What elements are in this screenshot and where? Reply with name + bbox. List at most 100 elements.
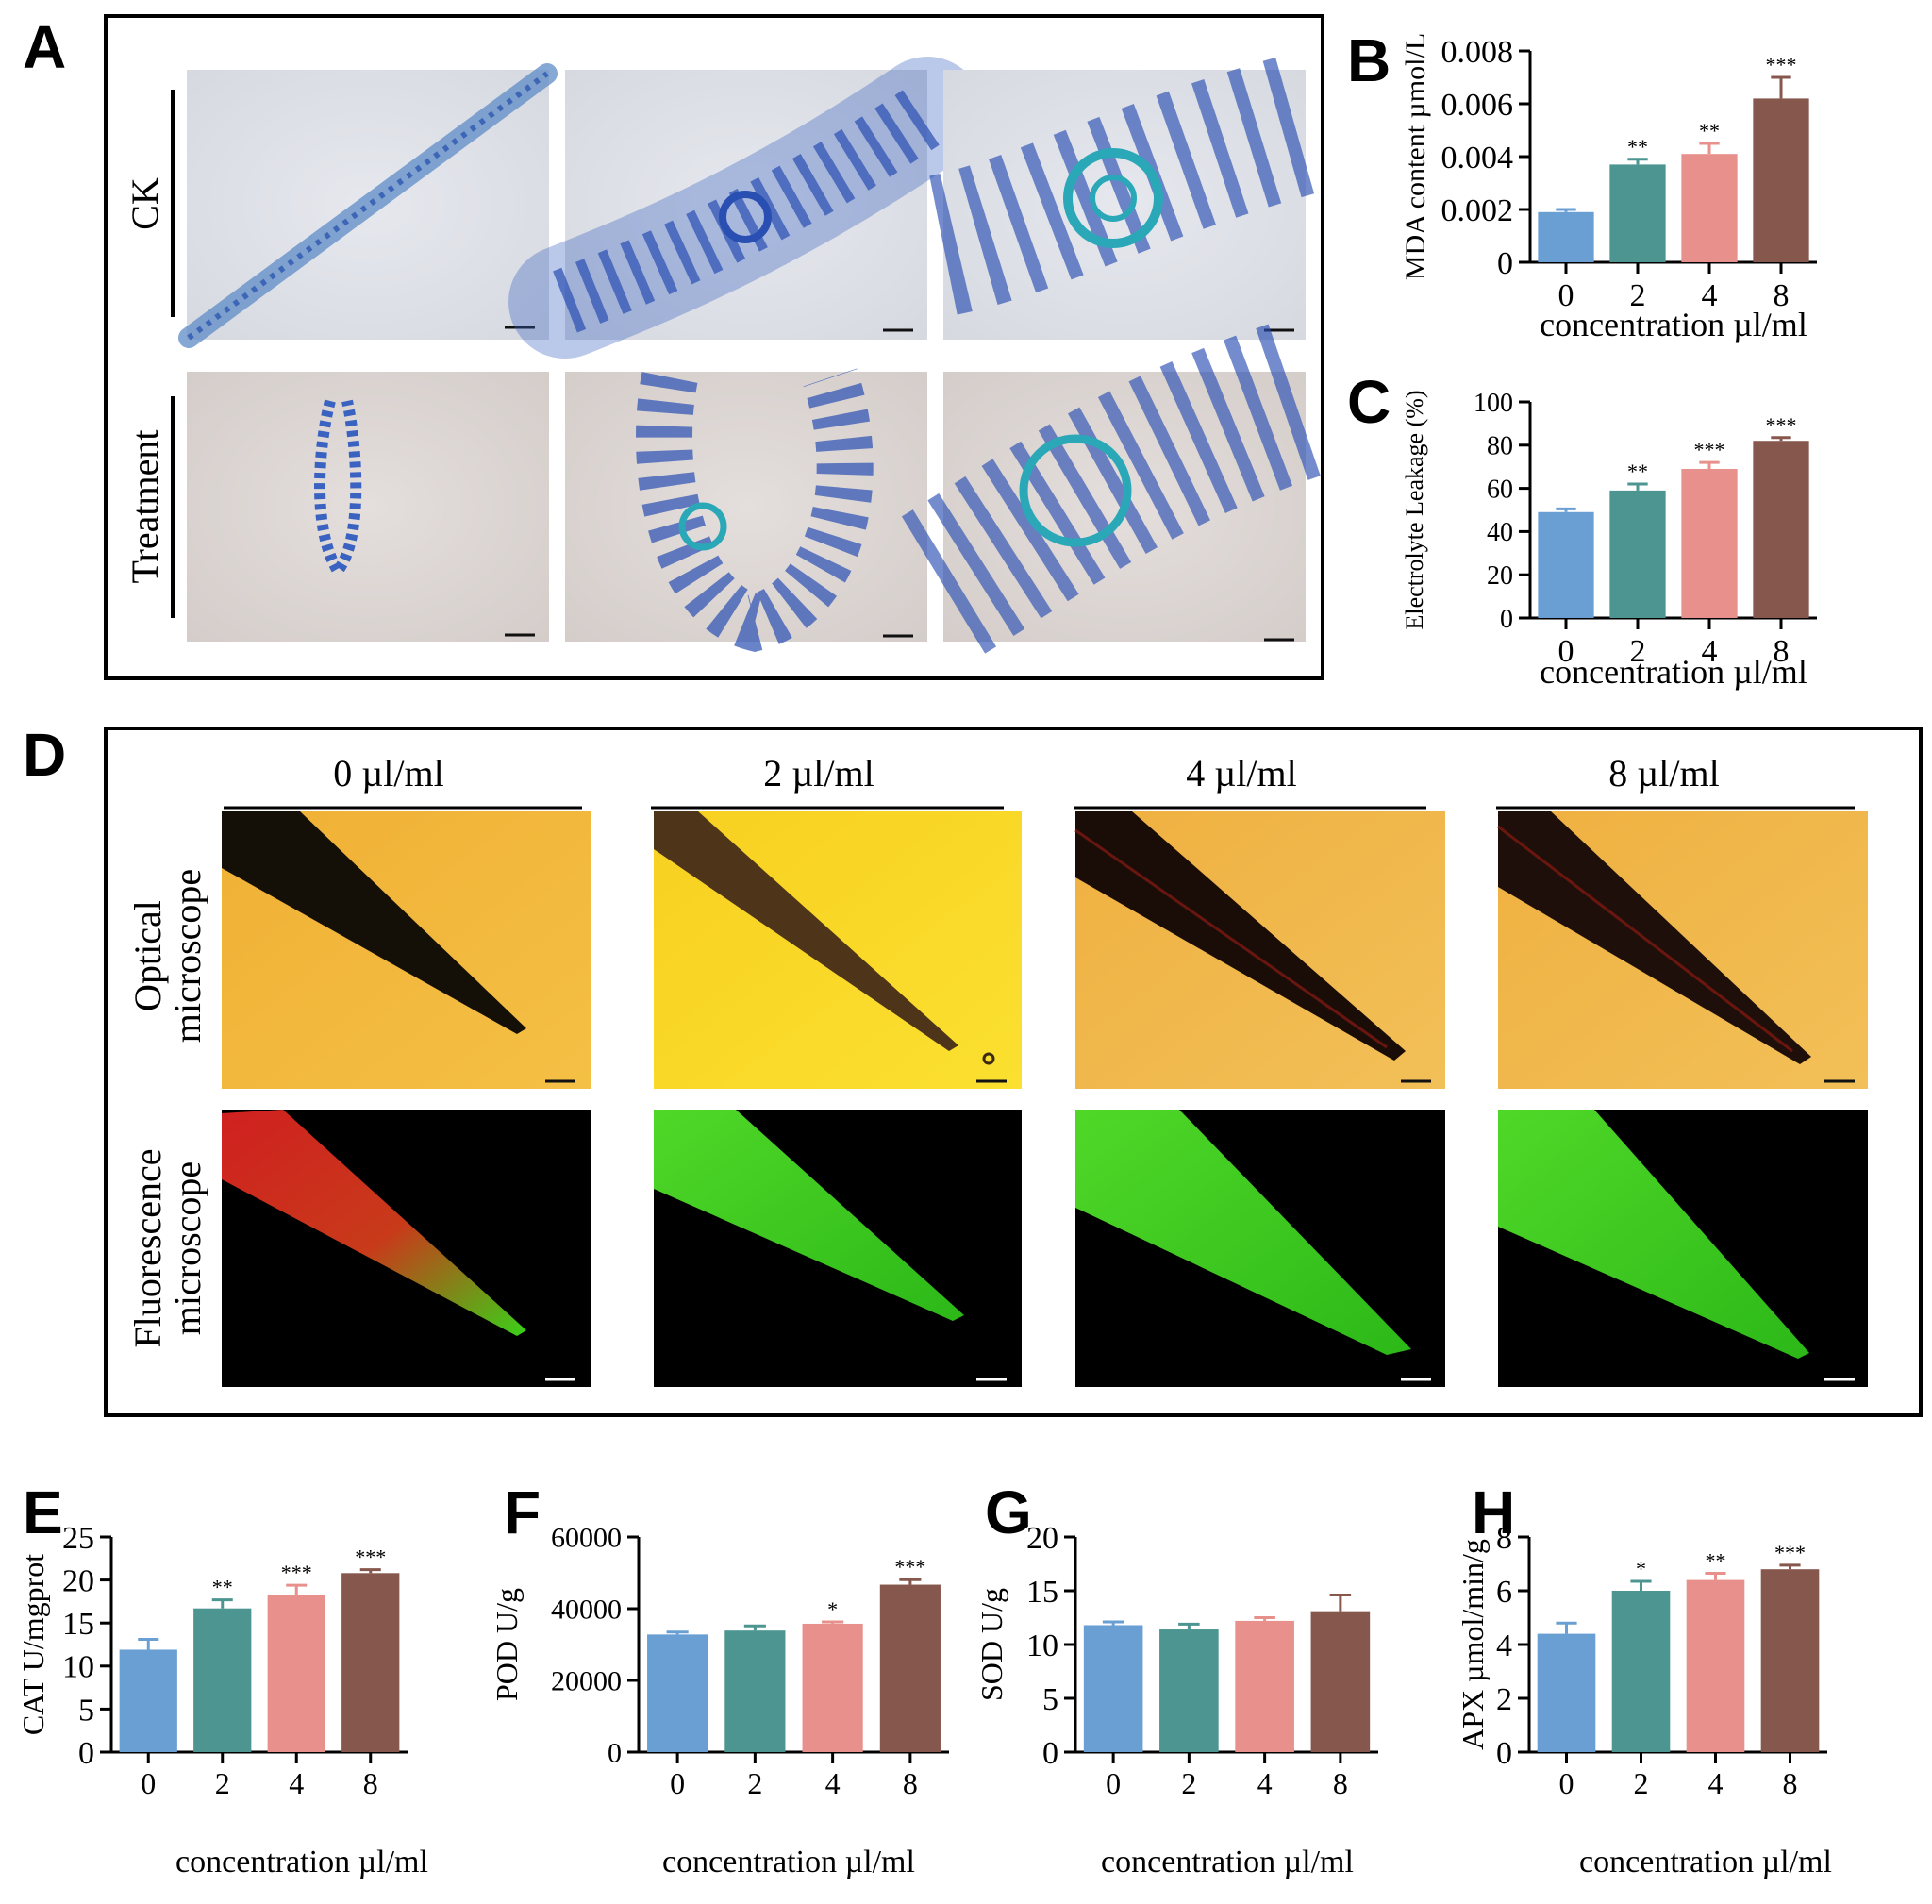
- micrograph-treatment-high: [902, 320, 1331, 654]
- bar-e-2: [193, 1608, 252, 1752]
- y-axis-label-f: POD U/g: [490, 1588, 524, 1701]
- x-tick-label-b: 2: [1630, 278, 1646, 313]
- row-label-optical-2: microscope: [166, 869, 208, 1043]
- significance-b-8: ***: [1766, 53, 1797, 76]
- y-tick-label-c: 60: [1487, 475, 1513, 504]
- significance-e-8: ***: [355, 1545, 386, 1569]
- bar-c-4: [1681, 468, 1738, 618]
- micrograph-ck-high: [928, 54, 1324, 340]
- x-tick-label-e: 4: [289, 1766, 304, 1800]
- x-tick-label-e: 8: [363, 1766, 378, 1800]
- y-tick-label-f: 60000: [551, 1523, 622, 1554]
- y-tick-label-g: 5: [1042, 1682, 1058, 1717]
- x-axis-label-c: concentration µl/ml: [1540, 653, 1807, 691]
- micrograph-treatment-mid: [565, 368, 927, 652]
- x-tick-label-h: 4: [1708, 1766, 1724, 1800]
- bar-b-8: [1753, 98, 1809, 263]
- y-axis-label-b: MDA content µmol/L: [1400, 33, 1431, 280]
- y-tick-label-e: 5: [78, 1693, 94, 1728]
- y-tick-label-f: 40000: [551, 1595, 622, 1626]
- y-tick-label-g: 0: [1042, 1736, 1058, 1771]
- fluorescence-image-4: [1075, 1110, 1445, 1387]
- y-tick-label-e: 0: [78, 1736, 94, 1771]
- y-tick-label-c: 0: [1500, 605, 1513, 634]
- y-tick-label-h: 6: [1496, 1575, 1512, 1610]
- col-label-4: 4 µl/ml: [1186, 752, 1297, 794]
- y-tick-label-e: 10: [62, 1650, 94, 1685]
- col-label-8: 8 µl/ml: [1608, 752, 1720, 794]
- y-tick-label-c: 80: [1487, 432, 1513, 461]
- col-label-0: 0 µl/ml: [333, 752, 444, 794]
- x-axis-label-e: concentration µl/ml: [175, 1845, 428, 1879]
- y-axis-label-c: Electrolyte Leakage (%): [1401, 390, 1428, 629]
- fluorescence-image-8: [1498, 1110, 1868, 1387]
- bar-c-2: [1609, 490, 1666, 618]
- micrograph-treatment-low: [187, 372, 549, 642]
- y-tick-label-c: 40: [1487, 518, 1513, 547]
- optical-image-4: [1074, 811, 1445, 1089]
- bar-g-4: [1235, 1620, 1294, 1752]
- x-tick-label-c: 4: [1702, 634, 1718, 669]
- y-axis-label-h: APX µmol/min/g: [1456, 1539, 1490, 1750]
- y-tick-label-b: 0.004: [1441, 141, 1514, 175]
- micrograph-ck-mid: [508, 57, 984, 359]
- x-tick-label-b: 4: [1702, 278, 1718, 313]
- x-tick-label-c: 0: [1558, 634, 1574, 669]
- x-tick-label-h: 0: [1559, 1766, 1574, 1800]
- y-tick-label-h: 4: [1496, 1628, 1512, 1663]
- significance-f-8: ***: [894, 1555, 925, 1578]
- bar-g-0: [1083, 1625, 1143, 1752]
- row-label-ck: CK: [124, 177, 166, 230]
- bar-f-4: [802, 1623, 863, 1752]
- y-tick-label-f: 20000: [551, 1666, 622, 1697]
- significance-h-2: *: [1636, 1557, 1646, 1580]
- panel-h-letter: H: [1472, 1478, 1515, 1546]
- significance-c-8: ***: [1766, 413, 1797, 437]
- fluorescence-image-2: [654, 1110, 1022, 1387]
- x-tick-label-h: 2: [1634, 1766, 1649, 1800]
- bar-f-2: [724, 1630, 786, 1752]
- bar-f-0: [647, 1634, 708, 1752]
- fluorescence-image-0: [222, 1110, 591, 1387]
- x-tick-label-b: 8: [1774, 278, 1790, 313]
- y-tick-label-h: 2: [1496, 1682, 1512, 1717]
- y-tick-label-g: 10: [1026, 1628, 1058, 1663]
- x-tick-label-f: 8: [903, 1766, 918, 1800]
- x-axis-label-h: concentration µl/ml: [1579, 1845, 1832, 1879]
- x-axis-label-b: concentration µl/ml: [1540, 306, 1807, 343]
- y-tick-label-b: 0: [1497, 246, 1513, 281]
- bar-h-4: [1686, 1579, 1745, 1752]
- bar-b-2: [1609, 164, 1666, 262]
- x-tick-label-f: 2: [747, 1766, 762, 1800]
- bar-e-4: [267, 1595, 325, 1752]
- significance-h-8: ***: [1774, 1541, 1806, 1564]
- x-tick-label-g: 0: [1106, 1766, 1121, 1800]
- y-tick-label-g: 15: [1026, 1575, 1058, 1610]
- significance-e-4: ***: [281, 1561, 312, 1584]
- y-tick-label-b: 0.002: [1441, 193, 1514, 228]
- y-tick-label-e: 15: [62, 1607, 94, 1642]
- y-tick-label-c: 20: [1487, 561, 1513, 591]
- y-tick-label-f: 0: [608, 1738, 622, 1769]
- significance-b-2: **: [1627, 135, 1648, 159]
- panel-b-letter: B: [1347, 26, 1391, 94]
- micrograph-ck-low: [178, 63, 558, 348]
- x-tick-label-e: 0: [141, 1766, 156, 1800]
- chart-h: H 0 2 4 6 8 0 2 * 4 ** 8 *** APX µmol/min/g concentrat…: [1456, 1478, 1832, 1879]
- optical-image-2: [654, 811, 1022, 1089]
- x-tick-label-g: 8: [1333, 1766, 1348, 1800]
- x-tick-label-c: 2: [1630, 634, 1646, 669]
- chart-c: C 0 20 40 60 80 100 0 2 ** 4 *** 8 *** Electrolyte Lea…: [1347, 368, 1817, 691]
- bar-b-0: [1538, 211, 1594, 262]
- row-label-fluorescence-1: Fluorescence: [126, 1148, 169, 1347]
- y-axis-label-g: SOD U/g: [974, 1588, 1008, 1701]
- bar-e-8: [341, 1573, 400, 1752]
- significance-b-4: **: [1699, 119, 1720, 142]
- bar-c-0: [1538, 511, 1594, 618]
- bar-e-0: [119, 1649, 177, 1752]
- x-tick-label-f: 0: [670, 1766, 685, 1800]
- chart-b: B 0 0.002 0.004 0.006 0.008 0 2 ** 4 ** 8 *** MDA con…: [1347, 26, 1817, 343]
- y-tick-label-e: 20: [62, 1564, 94, 1599]
- x-tick-label-e: 2: [215, 1766, 230, 1800]
- significance-h-4: **: [1706, 1548, 1726, 1572]
